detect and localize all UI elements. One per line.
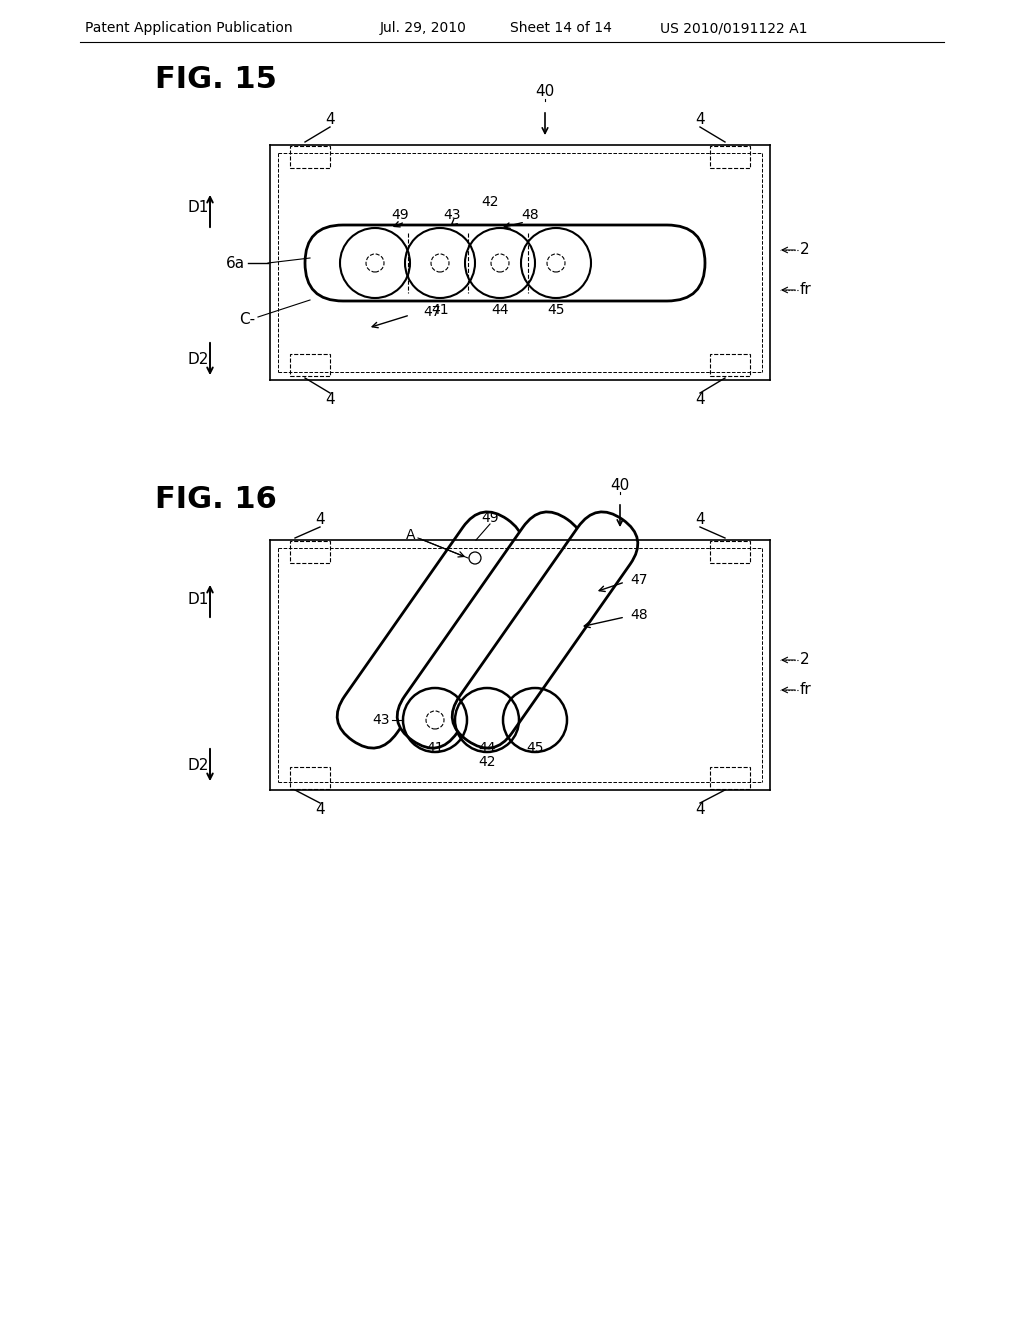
- Text: fr: fr: [800, 282, 812, 297]
- Bar: [710, 147, 750, 168]
- Text: 49: 49: [391, 209, 409, 222]
- Text: Sheet 14 of 14: Sheet 14 of 14: [510, 21, 612, 36]
- Text: 4: 4: [695, 112, 705, 128]
- Bar: [710, 354, 750, 376]
- Text: C-: C-: [239, 313, 255, 327]
- Text: 4: 4: [326, 112, 335, 128]
- Text: 4: 4: [695, 803, 705, 817]
- Text: Patent Application Publication: Patent Application Publication: [85, 21, 293, 36]
- Bar: [290, 147, 330, 168]
- Text: 47: 47: [423, 305, 440, 319]
- Text: 44: 44: [478, 741, 496, 755]
- Text: 4: 4: [315, 803, 325, 817]
- Text: 6a: 6a: [226, 256, 245, 271]
- Text: 4: 4: [315, 512, 325, 528]
- Text: Jul. 29, 2010: Jul. 29, 2010: [380, 21, 467, 36]
- Text: 4: 4: [326, 392, 335, 408]
- Text: D2: D2: [187, 352, 209, 367]
- Text: 4: 4: [695, 512, 705, 528]
- Bar: [710, 767, 750, 789]
- Text: D1: D1: [187, 201, 209, 215]
- Text: 44: 44: [492, 304, 509, 317]
- Text: 43: 43: [443, 209, 461, 222]
- Bar: [290, 767, 330, 789]
- Text: D2: D2: [187, 758, 209, 772]
- Text: 45: 45: [526, 741, 544, 755]
- Text: 40: 40: [610, 478, 630, 492]
- Text: 47: 47: [630, 573, 647, 587]
- FancyBboxPatch shape: [397, 512, 583, 748]
- Text: 41: 41: [426, 741, 443, 755]
- Text: 42: 42: [478, 755, 496, 770]
- Text: FIG. 15: FIG. 15: [155, 66, 276, 95]
- Text: 48: 48: [521, 209, 539, 222]
- Text: US 2010/0191122 A1: US 2010/0191122 A1: [660, 21, 808, 36]
- Text: A: A: [406, 528, 415, 543]
- FancyBboxPatch shape: [453, 512, 638, 748]
- Bar: [290, 354, 330, 376]
- Text: 2: 2: [800, 652, 810, 668]
- Text: 48: 48: [630, 609, 647, 622]
- Text: 42: 42: [481, 195, 499, 209]
- Text: FIG. 16: FIG. 16: [155, 486, 276, 515]
- Text: 41: 41: [431, 304, 449, 317]
- Text: 2: 2: [800, 243, 810, 257]
- FancyBboxPatch shape: [337, 512, 523, 748]
- Text: 49: 49: [481, 511, 499, 525]
- Text: fr: fr: [800, 682, 812, 697]
- Text: D1: D1: [187, 593, 209, 607]
- Text: 4: 4: [695, 392, 705, 408]
- Text: 43: 43: [373, 713, 390, 727]
- Text: 45: 45: [547, 304, 565, 317]
- Bar: [290, 541, 330, 564]
- Bar: [710, 541, 750, 564]
- Text: 40: 40: [536, 84, 555, 99]
